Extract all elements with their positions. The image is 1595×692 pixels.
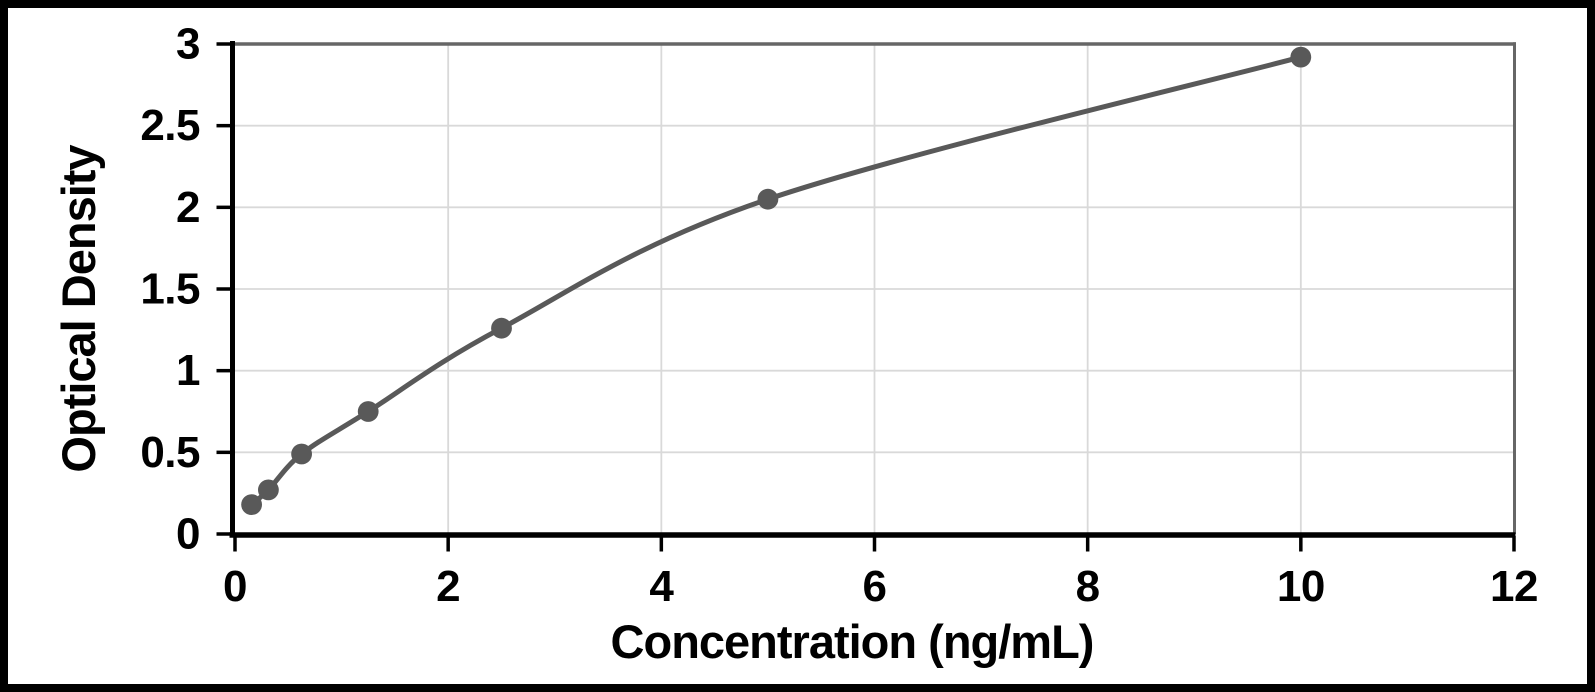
x-axis-title: Concentration (ng/mL) [611, 615, 1094, 668]
x-tick-label: 4 [649, 562, 674, 611]
data-point-marker [241, 494, 262, 515]
y-tick-label: 1 [176, 346, 200, 395]
standard-curve-line [249, 54, 1304, 508]
x-tick-label: 6 [863, 562, 887, 611]
data-point-marker [291, 443, 312, 465]
axes [216, 41, 1516, 552]
plot-borders [233, 42, 1516, 534]
x-tick-label: 10 [1277, 562, 1325, 611]
x-tick-label: 2 [436, 562, 460, 611]
gridlines [235, 45, 1514, 533]
y-tick-label: 1.5 [140, 265, 200, 314]
data-point-marker [357, 401, 379, 422]
data-point-marker [757, 188, 779, 210]
y-tick-label: 2 [176, 183, 200, 232]
tick-labels: 0 0.5 1 1.5 2 2.5 3 0 2 4 6 8 10 12 [140, 20, 1538, 612]
data-point-marker [491, 317, 512, 339]
x-tick-label: 0 [223, 562, 247, 611]
x-tick-label: 8 [1076, 562, 1100, 611]
y-tick-label: 2.5 [140, 101, 200, 150]
data-point-marker [258, 479, 279, 501]
x-tick-label: 12 [1490, 562, 1538, 611]
data-point-marker [1290, 46, 1312, 68]
y-axis-title: Optical Density [52, 145, 105, 473]
data-series [241, 46, 1312, 515]
y-tick-label: 3 [176, 20, 200, 69]
y-tick-label: 0.5 [140, 428, 200, 477]
y-tick-label: 0 [176, 510, 200, 559]
